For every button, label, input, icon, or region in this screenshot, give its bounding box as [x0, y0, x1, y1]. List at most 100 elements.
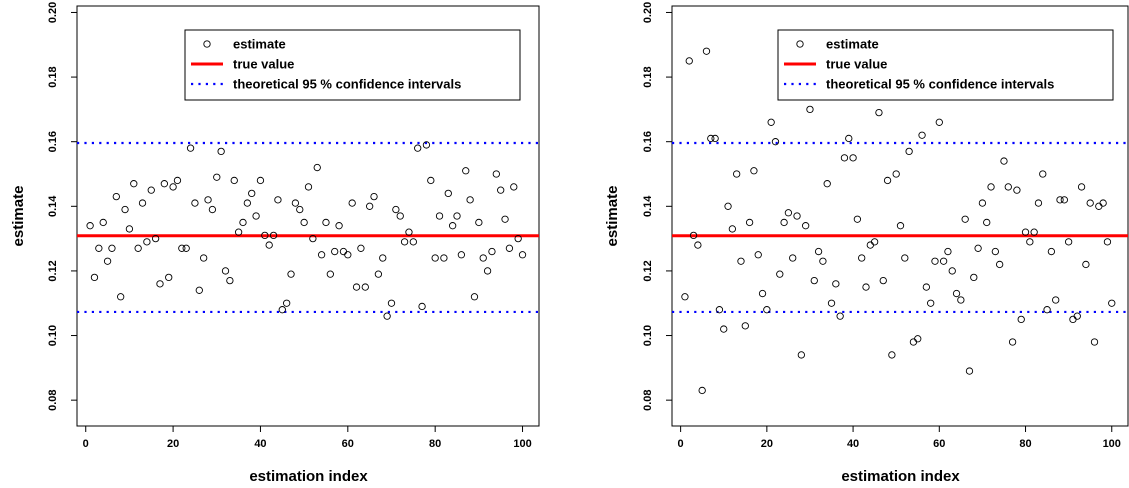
- estimate-point: [261, 231, 269, 240]
- estimate-point: [352, 283, 361, 291]
- estimate-point: [715, 306, 724, 314]
- estimate-point: [1013, 186, 1021, 194]
- estimate-point: [1069, 315, 1077, 324]
- estimate-point: [256, 176, 265, 185]
- estimate-point: [1095, 202, 1103, 210]
- x-tick-label: 60: [342, 438, 354, 450]
- estimate-point: [221, 267, 230, 275]
- estimate-point: [322, 218, 330, 227]
- estimate-point: [733, 170, 741, 178]
- estimate-point: [771, 138, 780, 146]
- y-tick-label: 0.14: [642, 195, 654, 217]
- x-tick-label: 60: [933, 438, 945, 450]
- estimate-point: [230, 176, 238, 185]
- estimate-point: [138, 199, 147, 207]
- estimate-point: [479, 254, 487, 262]
- estimate-point: [694, 241, 702, 249]
- estimate-point: [248, 189, 256, 198]
- estimate-point: [789, 254, 797, 262]
- estimate-point: [802, 222, 810, 230]
- estimate-point: [160, 180, 169, 188]
- estimate-point: [707, 134, 715, 143]
- x-tick-label: 0: [678, 438, 684, 450]
- estimate-point: [767, 118, 775, 126]
- estimate-point: [996, 260, 1004, 269]
- estimate-point: [108, 244, 116, 252]
- estimate-point: [702, 47, 711, 55]
- estimate-point: [265, 241, 273, 249]
- estimate-point: [326, 270, 334, 278]
- estimate-point: [112, 192, 120, 201]
- estimate-point: [1099, 199, 1107, 207]
- estimate-point: [1103, 238, 1112, 246]
- estimate-point: [453, 212, 461, 220]
- left-scatter-panel: 0 20 40 60 80 100 0.08 0.10 0.12 0.14 0.16 0.18 0.20…: [10, 2, 540, 485]
- estimate-point: [313, 163, 321, 172]
- estimate-point: [1108, 299, 1116, 307]
- estimate-point: [130, 180, 138, 188]
- estimate-point: [728, 225, 737, 233]
- estimate-point: [1047, 247, 1056, 256]
- y-tick-label: 0.16: [642, 131, 654, 152]
- estimate-point: [103, 257, 112, 265]
- estimate-point: [483, 267, 492, 275]
- x-axis-label: estimation index: [249, 468, 368, 485]
- estimate-point: [888, 351, 896, 359]
- estimate-point: [1034, 199, 1043, 207]
- estimate-point: [361, 283, 369, 291]
- estimate-point: [470, 293, 479, 301]
- estimate-point: [147, 186, 155, 194]
- estimate-point: [331, 247, 339, 256]
- estimate-point: [304, 183, 313, 191]
- x-tick-label: 20: [761, 438, 773, 450]
- estimate-point: [1064, 238, 1073, 246]
- y-tick-label: 0.10: [47, 325, 59, 346]
- estimate-point: [987, 183, 995, 191]
- estimate-point: [823, 180, 831, 188]
- estimate-point: [435, 212, 444, 220]
- estimate-point: [741, 322, 749, 330]
- estimate-point: [845, 134, 853, 143]
- estimate-point: [866, 241, 874, 249]
- estimate-point: [357, 244, 365, 252]
- estimate-point: [776, 270, 784, 278]
- estimate-point: [750, 167, 758, 175]
- estimate-point: [681, 293, 689, 301]
- estimate-point: [909, 338, 918, 346]
- estimate-point: [931, 257, 939, 265]
- estimate-point: [849, 154, 857, 162]
- estimate-point: [200, 254, 208, 262]
- x-tick-label: 40: [254, 438, 266, 450]
- y-tick-label: 0.10: [642, 325, 654, 346]
- estimate-point: [165, 273, 173, 282]
- estimate-point: [339, 247, 348, 256]
- estimate-point: [1082, 260, 1090, 269]
- estimate-point: [518, 251, 527, 259]
- estimate-point: [143, 238, 151, 246]
- estimate-point: [974, 244, 982, 252]
- estimate-point: [173, 176, 182, 185]
- estimate-point: [952, 289, 961, 298]
- legend-point-symbol: [796, 40, 804, 48]
- estimate-point: [970, 273, 978, 282]
- estimate-point: [978, 199, 987, 207]
- y-axis-label: estimate: [10, 186, 27, 247]
- estimate-point: [840, 154, 849, 162]
- estimate-point: [396, 212, 404, 220]
- plot-frame: [76, 5, 540, 427]
- y-tick-label: 0.08: [47, 389, 59, 410]
- y-tick-label: 0.12: [642, 260, 654, 281]
- estimate-point: [117, 293, 125, 301]
- estimate-point: [335, 222, 343, 230]
- estimate-point: [1026, 238, 1034, 246]
- legend-entry-label: theoretical 95 % confidence intervals: [826, 77, 1054, 92]
- estimate-point: [810, 276, 818, 285]
- estimate-point: [383, 312, 391, 320]
- estimate-point: [400, 238, 409, 246]
- estimate-point: [514, 234, 522, 243]
- estimate-point: [1077, 183, 1086, 191]
- plot-frame: [671, 5, 1129, 427]
- y-tick-label: 0.08: [642, 389, 654, 410]
- estimate-point: [309, 234, 317, 243]
- estimate-point: [927, 299, 935, 307]
